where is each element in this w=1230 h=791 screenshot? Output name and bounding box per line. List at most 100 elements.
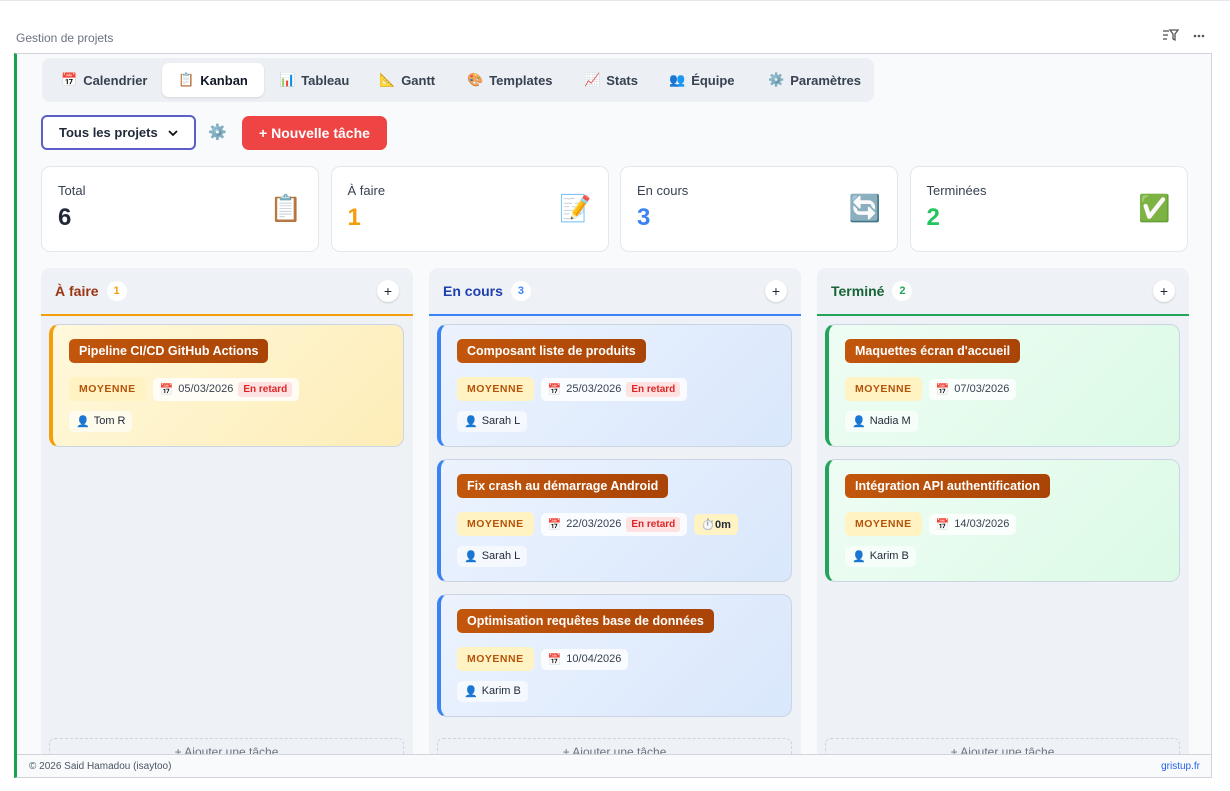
due-date: 📅 05/03/2026 En retard <box>152 377 300 401</box>
tab-icon: ⚙️ <box>768 72 785 87</box>
timer-icon: ⏱️ <box>701 518 715 531</box>
due-date: 📅 22/03/2026 En retard <box>540 512 688 536</box>
project-select[interactable]: Tous les projets <box>41 115 196 150</box>
tab-label: Tableau <box>301 72 350 88</box>
tab-icon: 📅 <box>61 72 78 87</box>
task-card[interactable]: Optimisation requêtes base de données MOY… <box>437 594 792 717</box>
timer-text: 0m <box>714 518 731 531</box>
task-card[interactable]: Intégration API authentification MOYENNE 📅… <box>825 459 1180 582</box>
late-badge: En retard <box>626 381 681 397</box>
priority: MOYENNE <box>69 377 146 401</box>
assignee-name: Sarah L <box>481 415 521 427</box>
assignee: 👤 Nadia M <box>845 411 918 432</box>
stat-card: En cours 3 🔄 <box>620 166 898 252</box>
tab-icon: 🎨 <box>467 72 484 87</box>
tab[interactable]: 👥 Équipe <box>653 63 751 97</box>
date-text: 14/03/2026 <box>954 518 1010 530</box>
column: Terminé 2 + Maquettes écran d'accueil MOYENN… <box>817 268 1189 755</box>
task-card[interactable]: Pipeline CI/CD GitHub Actions MOYENNE 📅 05/… <box>49 324 404 447</box>
stat-label: En cours <box>637 183 689 198</box>
card-meta: MOYENNE 📅 05/03/2026 En retard <box>69 377 387 401</box>
date-text: 25/03/2026 <box>566 383 622 395</box>
header-icons[interactable] <box>1160 28 1206 44</box>
footer-link[interactable]: gristup.fr <box>1161 761 1200 772</box>
stat-card: Total 6 📋 <box>41 166 319 252</box>
date-text: 10/04/2026 <box>566 653 622 665</box>
card-title: Pipeline CI/CD GitHub Actions <box>69 339 269 363</box>
divider <box>0 0 1230 1</box>
column-count: 3 <box>510 281 531 301</box>
assignee-name: Sarah L <box>481 550 521 562</box>
tab-label: Kanban <box>200 72 248 88</box>
tab[interactable]: 📊 Tableau <box>263 63 365 97</box>
timer: ⏱️0m <box>694 513 738 535</box>
stat-value: 1 <box>347 204 361 231</box>
user-icon: 👤 <box>464 551 478 563</box>
tab-icon: 📋 <box>178 72 195 87</box>
user-icon: 👤 <box>464 416 478 428</box>
priority: MOYENNE <box>457 647 534 671</box>
column-title: À faire <box>55 283 99 299</box>
stat-icon: 📋 <box>269 193 302 223</box>
card-title: Fix crash au démarrage Android <box>457 474 669 498</box>
tab-icon: 📊 <box>279 72 296 87</box>
card-title: Intégration API authentification <box>845 474 1050 498</box>
stat-label: Total <box>58 183 86 198</box>
column-title: En cours <box>443 283 503 299</box>
assignee: 👤 Tom R <box>69 411 133 432</box>
card-title: Maquettes écran d'accueil <box>845 339 1021 363</box>
add-task-button[interactable]: + Ajouter une tâche <box>437 738 792 755</box>
board: À faire 1 + Pipeline CI/CD GitHub Actions MO… <box>41 268 1191 755</box>
priority: MOYENNE <box>457 512 534 536</box>
add-task-button[interactable]: + Ajouter une tâche <box>825 738 1180 755</box>
user-icon: 👤 <box>464 686 478 698</box>
column-count: 1 <box>106 281 127 301</box>
tab-bar: 📅 Calendrier 📋 Kanban 📊 Tableau 📐 Gantt 🎨 Templat… <box>42 58 874 102</box>
new-task-button[interactable]: + Nouvelle tâche <box>242 116 387 150</box>
task-card[interactable]: Maquettes écran d'accueil MOYENNE 📅 07/03/2… <box>825 324 1180 447</box>
footer: © 2026 Said Hamadou (isaytoo) gristup.fr <box>17 754 1211 777</box>
tab-icon: 👥 <box>669 72 686 87</box>
tab[interactable]: 📅 Calendrier <box>45 63 164 97</box>
add-task-button[interactable]: + Ajouter une tâche <box>49 738 404 755</box>
add-card-button[interactable]: + <box>765 280 787 302</box>
add-card-button[interactable]: + <box>1153 280 1175 302</box>
card-title: Composant liste de produits <box>457 339 646 363</box>
tab[interactable]: 🎨 Templates <box>451 63 569 97</box>
due-date: 📅 07/03/2026 <box>928 378 1017 400</box>
priority: MOYENNE <box>457 377 534 401</box>
assignee: 👤 Karim B <box>457 681 528 702</box>
assignee: 👤 Sarah L <box>457 546 528 567</box>
late-badge: En retard <box>238 381 293 397</box>
task-card[interactable]: Fix crash au démarrage Android MOYENNE 📅 22… <box>437 459 792 582</box>
date-text: 05/03/2026 <box>178 383 234 395</box>
stat-value: 6 <box>58 204 72 231</box>
tab[interactable]: ⚙️ Paramètres <box>752 63 877 97</box>
tab-icon: 📈 <box>584 72 601 87</box>
date-icon: 📅 <box>547 518 562 531</box>
tab-label: Calendrier <box>83 72 148 88</box>
tab[interactable]: 📋 Kanban <box>162 63 264 97</box>
late-badge: En retard <box>626 516 681 532</box>
tab-label: Équipe <box>691 72 735 88</box>
tab[interactable]: 📐 Gantt <box>363 63 451 97</box>
date-text: 22/03/2026 <box>566 518 622 530</box>
copyright: © 2026 Said Hamadou (isaytoo) <box>29 761 172 772</box>
add-card-button[interactable]: + <box>377 280 399 302</box>
stat-card: Terminées 2 ✅ <box>909 166 1188 252</box>
select-value: Tous les projets <box>59 125 158 140</box>
task-card[interactable]: Composant liste de produits MOYENNE 📅 25/03… <box>437 324 792 447</box>
date-icon: 📅 <box>547 383 562 396</box>
settings-icon[interactable]: ⚙️ <box>208 124 227 141</box>
date-icon: 📅 <box>547 653 562 666</box>
assignee-name: Karim B <box>481 685 521 697</box>
card-meta: MOYENNE 📅 22/03/2026 En retard ⏱️0m <box>457 512 775 536</box>
chevron <box>168 129 178 136</box>
tab[interactable]: 📈 Stats <box>568 63 654 97</box>
tab-label: Stats <box>606 72 638 88</box>
stat-value: 2 <box>926 204 940 231</box>
stat-label: À faire <box>347 183 386 198</box>
page-title: Gestion de projets <box>16 31 114 45</box>
assignee: 👤 Sarah L <box>457 411 528 432</box>
